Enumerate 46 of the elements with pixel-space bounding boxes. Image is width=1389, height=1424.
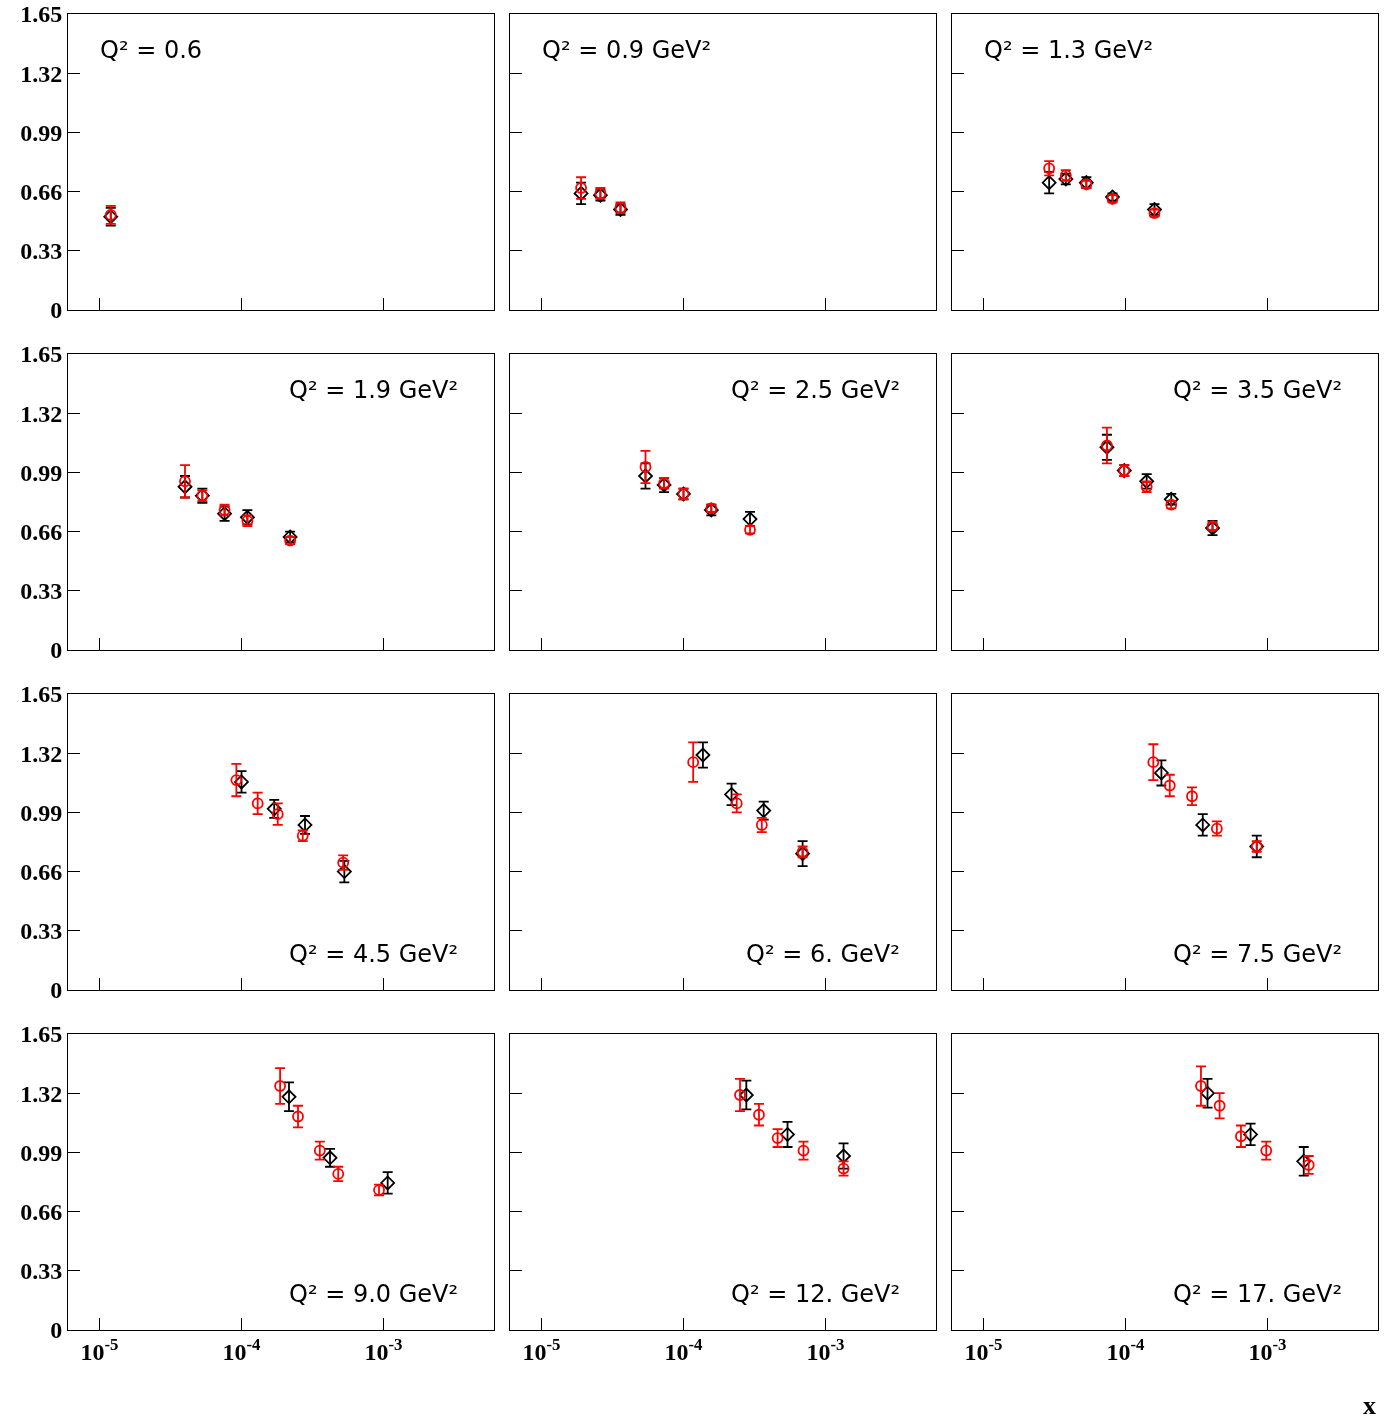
- y-tick-label: 0.99: [20, 799, 63, 826]
- annotation: Q² = 1.3 GeV²: [984, 36, 1154, 64]
- y-tick-label: 1.65: [20, 681, 63, 708]
- annotation: Q² = 4.5 GeV²: [289, 940, 459, 968]
- annotation: Q² = 12. GeV²: [731, 1280, 901, 1308]
- y-tick-label: 1.32: [20, 60, 63, 87]
- x-tick-label: 10$^{-3}$: [806, 1334, 845, 1365]
- y-tick-label: 0.33: [20, 238, 63, 265]
- y-tick-label: 1.65: [20, 1021, 63, 1048]
- y-tick-label: 0.33: [20, 1258, 63, 1285]
- annotation: Q² = 1.9 GeV²: [289, 376, 459, 404]
- y-tick-label: 0.99: [20, 119, 63, 146]
- y-tick-label: 0.66: [20, 179, 63, 205]
- y-tick-label: 0.33: [20, 578, 63, 605]
- y-tick-label: 0.66: [20, 1199, 63, 1225]
- x-tick-label: 10$^{-4}$: [222, 1334, 262, 1365]
- y-tick-label: 0.66: [20, 859, 63, 885]
- annotation: Q² = 3.5 GeV²: [1173, 376, 1343, 404]
- x-tick-label: 10$^{-3}$: [1248, 1334, 1287, 1365]
- annotation: Q² = 17. GeV²: [1173, 1280, 1343, 1308]
- y-tick-label: 0.99: [20, 459, 63, 486]
- y-tick-label: 0: [50, 297, 63, 324]
- x-tick-label: 10$^{-5}$: [522, 1334, 561, 1365]
- y-tick-label: 0: [50, 977, 63, 1004]
- annotation: Q² = 0.6: [100, 36, 203, 64]
- x-tick-label: 10$^{-4}$: [664, 1334, 704, 1365]
- annotation: Q² = 0.9 GeV²: [542, 36, 712, 64]
- annotation: Q² = 6. GeV²: [746, 940, 900, 968]
- x-tick-label: 10$^{-5}$: [80, 1334, 119, 1365]
- annotation: Q² = 7.5 GeV²: [1173, 940, 1343, 968]
- x-tick-label: 10$^{-5}$: [964, 1334, 1003, 1365]
- y-tick-label: 1.32: [20, 400, 63, 427]
- y-tick-label: 0: [50, 637, 63, 664]
- y-tick-label: 0.66: [20, 519, 63, 545]
- y-tick-label: 1.65: [20, 1, 63, 28]
- y-tick-label: 0.99: [20, 1139, 63, 1166]
- y-tick-label: 1.32: [20, 740, 63, 767]
- x-tick-label: 10$^{-4}$: [1106, 1334, 1146, 1365]
- y-tick-label: 0: [50, 1317, 63, 1344]
- annotation: Q² = 2.5 GeV²: [731, 376, 901, 404]
- y-tick-label: 0.33: [20, 918, 63, 945]
- y-tick-label: 1.65: [20, 341, 63, 368]
- y-tick-label: 1.32: [20, 1080, 63, 1107]
- annotation: Q² = 9.0 GeV²: [289, 1280, 459, 1308]
- x-axis-title: x: [1363, 1391, 1376, 1420]
- x-tick-label: 10$^{-3}$: [364, 1334, 403, 1365]
